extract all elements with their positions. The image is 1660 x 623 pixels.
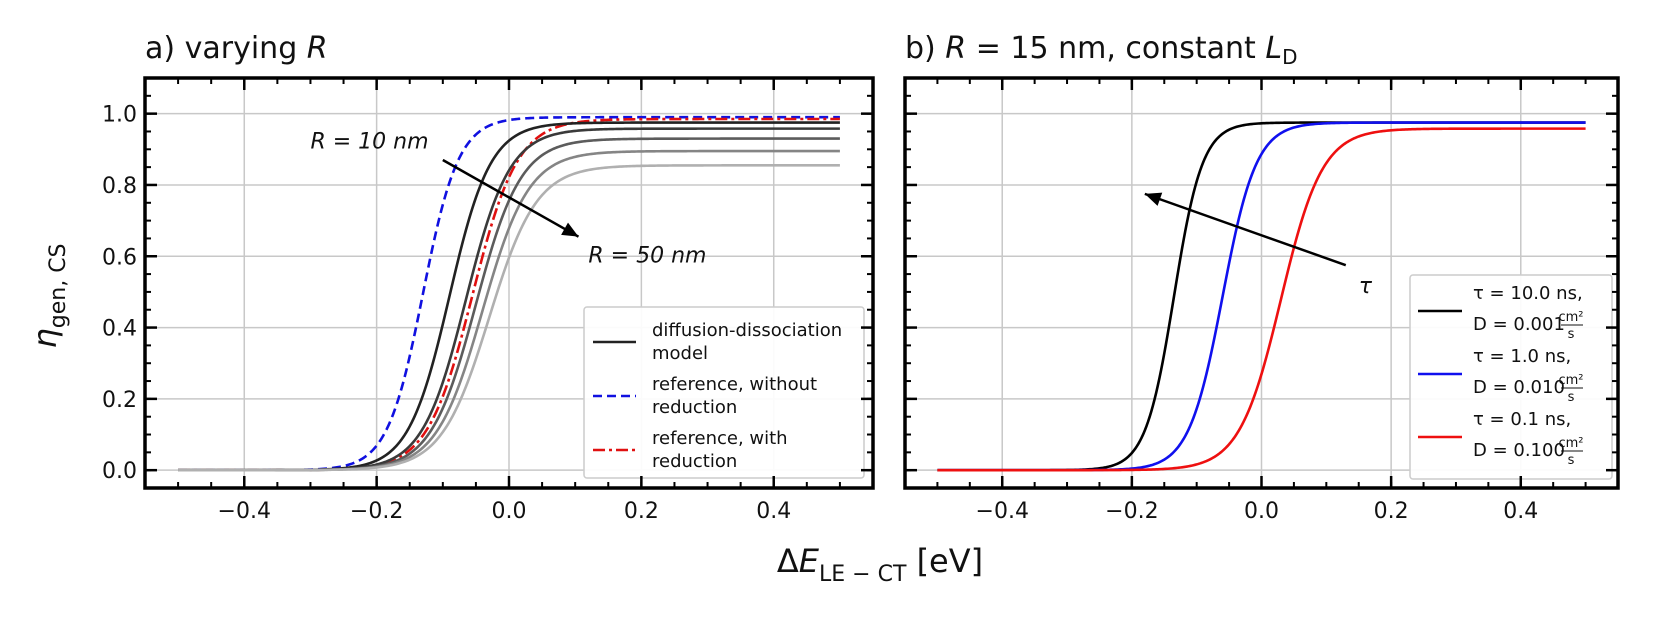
- panel-b-ticks: −0.4 −0.2 0.0 0.2 0.4: [905, 78, 1618, 524]
- y-axis-label: ηgen, CS: [26, 243, 71, 348]
- legend-label: τ = 10.0 ns,: [1473, 283, 1583, 304]
- legend-box: [583, 306, 865, 479]
- annotation-arrow-head: [561, 222, 579, 237]
- x-axis-label: ΔELE − CT [eV]: [777, 542, 983, 587]
- legend-unit-denominator: s: [1568, 453, 1575, 468]
- y-tick-label: 0.2: [102, 388, 137, 413]
- x-tick-label: 0.2: [624, 499, 659, 524]
- x-tick-label: −0.4: [976, 499, 1029, 524]
- legend-label: reference, with: [652, 428, 788, 449]
- x-tick-label: −0.4: [218, 499, 271, 524]
- y-tick-label: 0.6: [102, 245, 137, 270]
- annotation-label: R = 50 nm: [588, 243, 706, 268]
- y-tick-label: 0.0: [102, 459, 137, 484]
- panel-b: b) R = 15 nm, constant LD τ τ = 10.0 ns,…: [903, 31, 1620, 524]
- x-tick-label: −0.2: [350, 499, 403, 524]
- annotation-arrow-head: [1144, 192, 1163, 206]
- legend-unit-denominator: s: [1568, 327, 1575, 342]
- y-tick-label: 0.4: [102, 317, 137, 342]
- legend-label: reduction: [652, 397, 737, 418]
- panel-a-title: a) varying R: [145, 31, 328, 66]
- annotation-arrow-shaft: [1144, 192, 1347, 267]
- series-line: [178, 115, 840, 472]
- x-tick-label: 0.4: [1503, 499, 1538, 524]
- x-tick-label: 0.4: [756, 499, 791, 524]
- panel-b-annotations: τ: [1144, 192, 1373, 299]
- panel-a: a) varying R R = 10 nm R = 50 nm diffusio…: [102, 31, 875, 524]
- annotation-label: R = 10 nm: [310, 129, 428, 154]
- x-tick-label: 0.2: [1374, 499, 1409, 524]
- panel-b-title: b) R = 15 nm, constant LD: [905, 31, 1297, 69]
- legend-unit-numerator: cm²: [1558, 373, 1583, 388]
- x-tick-label: 0.0: [1244, 499, 1279, 524]
- panel-a-ticks: −0.4 −0.2 0.0 0.2 0.4 0.0 0.2 0.4 0.6 0.8 1.0: [102, 78, 873, 524]
- legend-unit-numerator: cm²: [1558, 436, 1583, 451]
- legend-label: reference, without: [652, 374, 817, 395]
- legend-label: D = 0.100: [1473, 440, 1565, 461]
- y-tick-label: 0.8: [102, 174, 137, 199]
- legend-box: [1409, 274, 1613, 480]
- legend-label: τ = 0.1 ns,: [1473, 409, 1571, 430]
- legend-unit-numerator: cm²: [1558, 310, 1583, 325]
- series-line: [937, 127, 1586, 472]
- legend-label: diffusion-dissociation: [652, 320, 842, 341]
- series-line: [178, 164, 840, 472]
- panel-a-annotations: R = 10 nm R = 50 nm: [310, 129, 706, 268]
- legend-unit-denominator: s: [1568, 390, 1575, 405]
- legend-label: model: [652, 343, 708, 364]
- legend-label: D = 0.010: [1473, 377, 1565, 398]
- legend-label: reduction: [652, 451, 737, 472]
- x-tick-label: 0.0: [492, 499, 527, 524]
- panel-b-curves: [937, 121, 1586, 472]
- legend-label: D = 0.001: [1473, 314, 1565, 335]
- annotation-arrow-shaft: [442, 158, 580, 238]
- annotation-label: τ: [1359, 274, 1373, 299]
- x-tick-label: −0.2: [1105, 499, 1158, 524]
- panel-a-curves: [178, 115, 840, 472]
- legend-label: τ = 1.0 ns,: [1473, 346, 1571, 367]
- y-tick-label: 1.0: [102, 103, 137, 128]
